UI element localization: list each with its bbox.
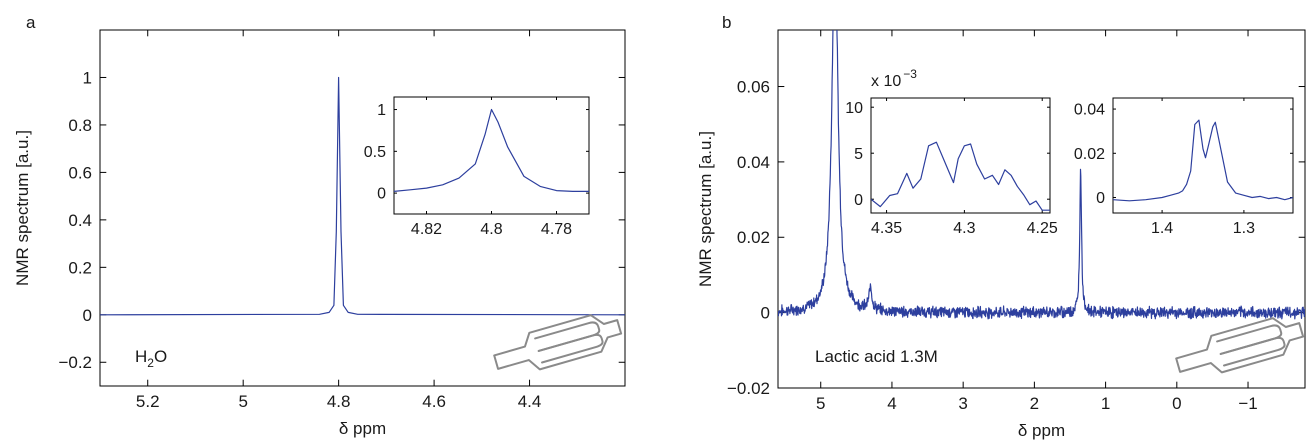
x-tick-label: 5.2: [136, 392, 160, 411]
inset-b1-frame: [870, 97, 1051, 214]
exponent-base: x 10: [871, 73, 901, 90]
x-tick-label: 4.4: [518, 392, 542, 411]
y-tick-label: 1: [83, 68, 92, 87]
y-tick-label: 0.5: [364, 144, 386, 161]
x-tick-label: 4.8: [327, 392, 351, 411]
y-tick-label: 0.4: [68, 211, 92, 230]
y-tick-label: 0.6: [68, 163, 92, 182]
y-tick-label: 0.06: [737, 77, 770, 96]
axes-a: 5.2 5 4.8 4.6 4.4 −0.2 0 0.2 0.4 0.6 0.8 1: [58, 29, 626, 411]
chip-channel: [537, 333, 604, 364]
x-tick-label: 5: [238, 392, 247, 411]
x-tick-label: 0: [1172, 394, 1181, 413]
x-tick-label: 4.3: [953, 220, 975, 237]
y-tick-label: 0.2: [68, 258, 92, 277]
x-tick-label: 1.3: [1233, 220, 1255, 237]
y-tick-label: 0.02: [737, 228, 770, 247]
y-tick-label: −0.2: [58, 353, 92, 372]
chip-outline: [493, 314, 623, 371]
panel-label-b: b: [722, 13, 731, 32]
sample-label-b: Lactic acid 1.3M: [815, 347, 938, 366]
axes-b-frame: [777, 29, 1306, 389]
x-tick-label: 5: [816, 394, 825, 413]
x-tick-label: 4.25: [1027, 220, 1058, 237]
exponent-label: x 10 −3: [871, 67, 917, 90]
x-tick-label: −1: [1238, 394, 1257, 413]
panel-label-a: a: [26, 13, 36, 32]
inset-b2: 1.4 1.3 0 0.02 0.04: [1074, 97, 1294, 237]
x-axis-label-b: δ ppm: [1018, 421, 1065, 440]
x-tick-label: 4.82: [411, 221, 442, 238]
inset-line-a: [394, 108, 589, 192]
exponent-power: −3: [903, 67, 917, 81]
y-tick-label: 5: [854, 146, 863, 163]
label-subscript: 2: [147, 356, 154, 370]
y-tick-label: 0: [761, 304, 770, 323]
x-tick-label: 3: [958, 394, 967, 413]
label-part: O: [154, 347, 167, 366]
y-tick-label: 0.8: [68, 116, 92, 135]
y-tick-label: 0.02: [1074, 146, 1105, 163]
inset-b2-frame: [1112, 97, 1294, 214]
chip-channel: [1219, 336, 1286, 367]
y-tick-label: 0: [83, 306, 92, 325]
y-axis-label-a: NMR spectrum [a.u.]: [13, 130, 32, 286]
y-tick-label: 0: [854, 192, 863, 209]
chip-outline: [1175, 317, 1305, 374]
y-tick-label: 0: [377, 186, 386, 203]
y-tick-label: 0.04: [1074, 102, 1105, 119]
x-axis-label-a: δ ppm: [339, 419, 386, 438]
inset-line-b2: [1113, 119, 1293, 202]
y-tick-label: 0: [1096, 190, 1105, 207]
inset-b1: 4.35 4.3 4.25 0 5 10: [845, 97, 1058, 237]
x-tick-label: 4.8: [480, 221, 502, 238]
x-tick-label: 4: [887, 394, 896, 413]
inset-a: 4.82 4.8 4.78 0 0.5 1: [364, 96, 590, 238]
y-tick-label: 0.04: [737, 153, 770, 172]
inset-line-b1: [871, 141, 1050, 211]
x-tick-label: 2: [1030, 394, 1039, 413]
x-tick-label: 1.4: [1151, 220, 1173, 237]
microchip-icon: [493, 314, 623, 371]
x-tick-label: 4.35: [871, 220, 902, 237]
y-tick-label: 10: [845, 100, 863, 117]
y-axis-label-b: NMR spectrum [a.u.]: [696, 131, 715, 287]
y-tick-label: −0.02: [727, 379, 770, 398]
microchip-icon: [1175, 317, 1305, 374]
inset-a-frame: [393, 96, 590, 215]
spectrum-line-a: [100, 76, 625, 316]
x-tick-label: 4.6: [422, 392, 446, 411]
sample-label-a: H2O: [135, 347, 167, 370]
spectrum-line-b: [778, 30, 1305, 320]
label-part: H: [135, 347, 147, 366]
y-tick-label: 1: [377, 102, 386, 119]
x-tick-label: 4.78: [541, 221, 572, 238]
x-tick-label: 1: [1101, 394, 1110, 413]
axes-a-frame: [99, 29, 626, 387]
